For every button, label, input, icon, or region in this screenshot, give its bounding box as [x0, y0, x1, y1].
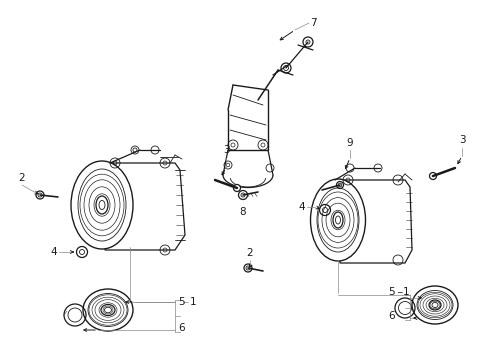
Text: 4: 4: [298, 202, 305, 212]
Ellipse shape: [104, 307, 112, 313]
Circle shape: [430, 172, 437, 180]
Text: 4: 4: [50, 247, 57, 257]
Ellipse shape: [412, 286, 458, 324]
Ellipse shape: [71, 161, 133, 249]
Polygon shape: [105, 163, 185, 250]
Text: 8: 8: [240, 207, 246, 217]
Text: ─: ─: [397, 288, 402, 297]
Text: 5: 5: [178, 297, 185, 307]
Text: 6: 6: [389, 311, 395, 321]
Text: 5: 5: [389, 287, 395, 297]
Text: 9: 9: [347, 138, 353, 148]
Text: 3: 3: [459, 135, 466, 145]
Ellipse shape: [83, 289, 133, 331]
Polygon shape: [340, 180, 412, 263]
Text: 3: 3: [222, 145, 229, 155]
Text: 7: 7: [310, 18, 317, 28]
Ellipse shape: [99, 201, 105, 210]
Ellipse shape: [432, 302, 438, 307]
Circle shape: [234, 184, 241, 192]
Text: 2: 2: [246, 248, 253, 258]
Ellipse shape: [311, 179, 366, 261]
Ellipse shape: [336, 216, 341, 224]
Text: 1: 1: [190, 297, 196, 307]
Text: 6: 6: [178, 323, 185, 333]
Text: 1: 1: [403, 287, 410, 297]
Text: 2: 2: [19, 173, 25, 183]
